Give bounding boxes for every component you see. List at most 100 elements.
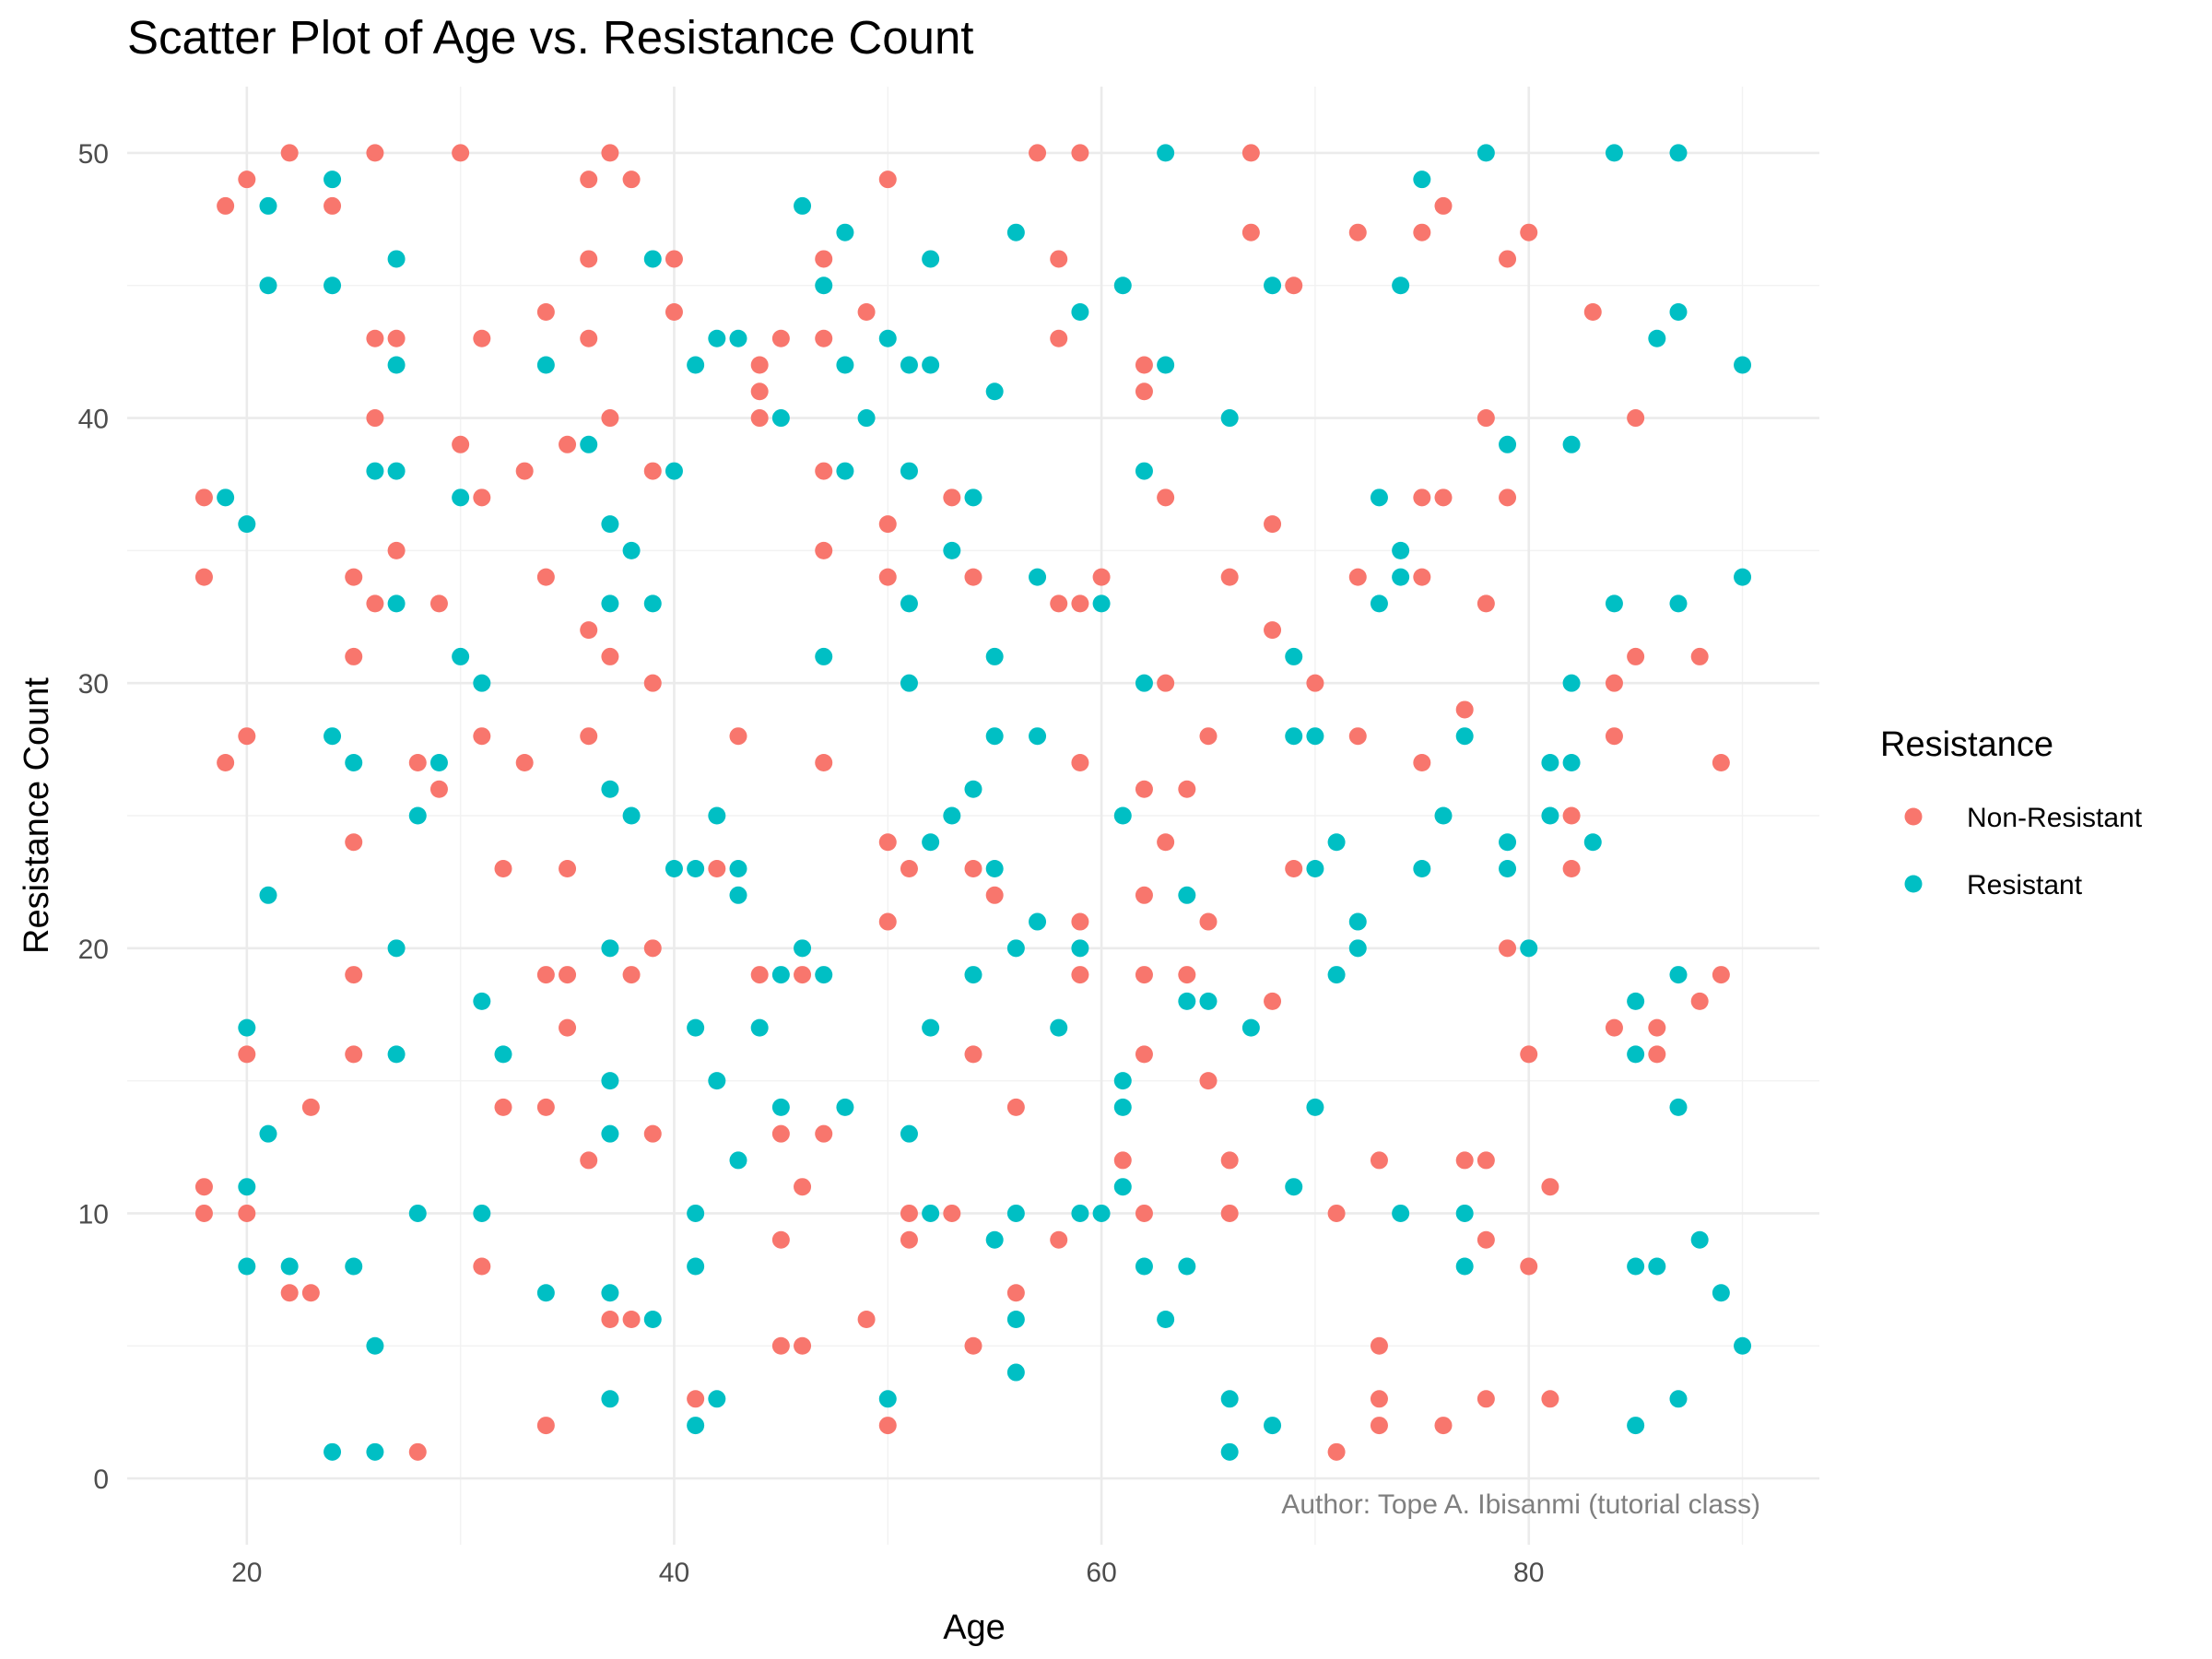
- series-non-resistant: [194, 144, 1730, 1461]
- legend-key: [1904, 807, 1923, 826]
- data-point: [1413, 860, 1431, 878]
- data-point: [601, 939, 619, 958]
- data-point: [900, 1124, 918, 1143]
- data-point: [194, 568, 213, 586]
- x-tick-label: 40: [659, 1558, 689, 1588]
- data-point: [729, 860, 747, 878]
- x-tick-label: 60: [1086, 1558, 1116, 1588]
- data-point: [1306, 860, 1324, 878]
- data-point: [1669, 594, 1688, 613]
- data-point: [536, 1098, 555, 1116]
- data-point: [1499, 939, 1517, 958]
- data-point: [536, 966, 555, 984]
- data-point: [1029, 912, 1047, 931]
- data-point: [1071, 912, 1089, 931]
- data-point: [559, 1018, 577, 1037]
- data-point: [301, 1098, 320, 1116]
- data-point: [729, 1151, 747, 1170]
- data-point: [1477, 144, 1495, 162]
- data-point: [794, 1336, 812, 1355]
- data-point: [1157, 488, 1175, 507]
- data-point: [687, 860, 705, 878]
- legend-label: Non-Resistant: [1967, 803, 2143, 833]
- data-point: [1734, 356, 1752, 374]
- data-point: [943, 488, 961, 507]
- data-point: [259, 1124, 277, 1143]
- data-point: [1071, 1204, 1089, 1222]
- data-point: [1220, 1390, 1239, 1408]
- data-point: [1627, 1417, 1645, 1435]
- data-point: [900, 1230, 918, 1249]
- data-point: [1113, 1151, 1132, 1170]
- data-point: [366, 462, 384, 480]
- data-point: [345, 966, 363, 984]
- data-point: [878, 1390, 897, 1408]
- data-point: [601, 515, 619, 534]
- data-point: [815, 462, 833, 480]
- data-point: [366, 329, 384, 347]
- data-point: [1092, 594, 1111, 613]
- data-point: [1241, 223, 1260, 241]
- data-point: [1285, 276, 1303, 295]
- data-point: [771, 1230, 790, 1249]
- data-point: [1605, 144, 1623, 162]
- y-axis-title: Resistance Count: [18, 677, 56, 954]
- data-point: [665, 462, 683, 480]
- data-point: [878, 329, 897, 347]
- data-point: [1006, 1204, 1025, 1222]
- y-tick-label: 30: [78, 669, 109, 700]
- data-point: [1648, 1045, 1666, 1064]
- data-point: [1199, 1072, 1218, 1090]
- data-point: [601, 647, 619, 665]
- data-point: [1562, 753, 1581, 771]
- data-point: [1050, 1230, 1068, 1249]
- data-point: [345, 833, 363, 852]
- data-point: [1113, 1072, 1132, 1090]
- data-point: [771, 966, 790, 984]
- data-point: [366, 1442, 384, 1461]
- data-point: [1285, 860, 1303, 878]
- y-tick-label: 20: [78, 935, 109, 965]
- data-point: [194, 1204, 213, 1222]
- data-point: [622, 1311, 641, 1329]
- data-point: [1499, 833, 1517, 852]
- data-point: [1050, 594, 1068, 613]
- data-point: [366, 409, 384, 428]
- data-point: [985, 886, 1004, 904]
- data-point: [1264, 515, 1282, 534]
- data-point: [345, 647, 363, 665]
- data-point: [622, 171, 641, 189]
- data-point: [815, 276, 833, 295]
- series-resistant: [217, 144, 1752, 1461]
- data-point: [280, 1284, 299, 1302]
- data-point: [964, 966, 982, 984]
- data-point: [1157, 833, 1175, 852]
- data-point: [900, 1204, 918, 1222]
- y-tick-label: 0: [93, 1465, 109, 1495]
- data-point: [1520, 1045, 1538, 1064]
- data-point: [429, 753, 448, 771]
- data-point: [1690, 992, 1709, 1010]
- data-point: [515, 753, 534, 771]
- data-point: [687, 1417, 705, 1435]
- legend-key: [1904, 875, 1923, 893]
- data-point: [878, 912, 897, 931]
- data-point: [1327, 1442, 1346, 1461]
- data-point: [815, 1124, 833, 1143]
- data-point: [1370, 594, 1388, 613]
- data-point: [238, 1178, 256, 1196]
- data-point: [387, 250, 406, 268]
- data-point: [1712, 1284, 1730, 1302]
- data-point: [1712, 966, 1730, 984]
- data-point: [494, 1045, 512, 1064]
- legend-label: Resistant: [1967, 870, 2083, 900]
- data-point: [750, 382, 769, 401]
- data-point: [1434, 1417, 1453, 1435]
- data-point: [1413, 568, 1431, 586]
- data-point: [1499, 435, 1517, 453]
- data-point: [473, 1257, 491, 1276]
- data-point: [536, 356, 555, 374]
- data-point: [708, 860, 726, 878]
- data-point: [643, 939, 662, 958]
- data-point: [601, 1311, 619, 1329]
